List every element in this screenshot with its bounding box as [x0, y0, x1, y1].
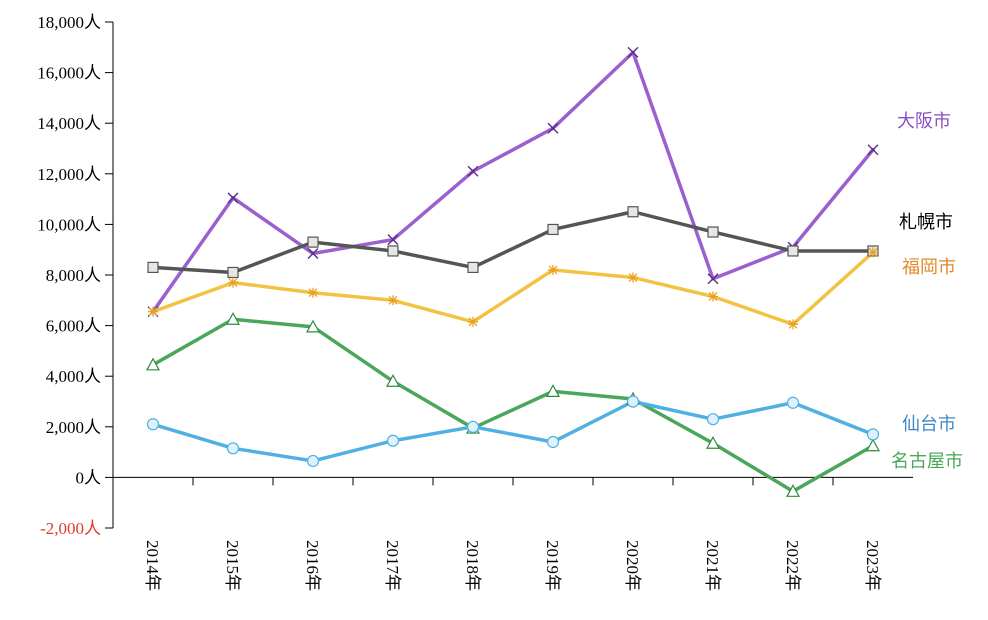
- y-tick-label: -2,000人: [40, 519, 101, 538]
- data-point: [707, 273, 719, 285]
- data-point: [866, 428, 880, 441]
- data-point: [386, 434, 400, 447]
- data-point: [868, 247, 878, 258]
- series-markers: [145, 46, 881, 497]
- data-point: [227, 192, 239, 204]
- series-line-2: [151, 250, 875, 327]
- data-point: [547, 122, 559, 134]
- x-tick-label: 2023年: [863, 540, 882, 591]
- data-point: [627, 46, 639, 58]
- y-tick-label: 14,000人: [37, 114, 101, 133]
- data-point: [787, 245, 799, 257]
- y-tick-label: 2,000人: [46, 418, 101, 437]
- x-tick-label: 2015年: [223, 540, 242, 591]
- data-point: [786, 396, 800, 409]
- y-tick-label: 0人: [76, 468, 102, 487]
- data-point: [385, 374, 401, 387]
- data-point: [548, 264, 558, 275]
- data-point: [387, 245, 399, 257]
- data-point: [308, 287, 318, 298]
- x-axis-ticks: 2014年 2015年 2016年 2017年 2018年 2019年 2020年 2021年…: [112, 477, 882, 591]
- data-point: [467, 165, 479, 177]
- x-tick-label: 2021年: [703, 540, 722, 591]
- data-point: [146, 418, 160, 431]
- data-point: [545, 384, 561, 397]
- x-tick-label: 2017年: [383, 540, 402, 591]
- y-tick-label: 8,000人: [46, 266, 101, 285]
- series-line-1: [151, 210, 875, 275]
- data-point: [387, 234, 399, 246]
- y-tick-label: 16,000人: [37, 64, 101, 83]
- series-line-3: [151, 317, 875, 494]
- data-point: [307, 248, 319, 259]
- data-point: [307, 236, 319, 248]
- y-tick-label: 4,000人: [46, 367, 101, 386]
- data-point: [466, 420, 480, 433]
- data-point: [228, 277, 238, 288]
- data-point: [388, 295, 398, 306]
- series-label: 大阪市: [897, 111, 951, 132]
- data-point: [865, 438, 881, 452]
- data-point: [468, 316, 478, 327]
- data-point: [148, 306, 158, 317]
- data-point: [706, 413, 720, 426]
- data-point: [306, 454, 320, 468]
- x-tick-label: 2022年: [783, 540, 802, 591]
- series-lines: [151, 50, 875, 494]
- x-tick-label: 2014年: [143, 540, 162, 591]
- data-point: [227, 266, 239, 279]
- series-label: 札幌市: [899, 212, 953, 233]
- data-point: [707, 226, 719, 238]
- data-point: [225, 312, 241, 325]
- y-tick-label: 18,000人: [37, 13, 101, 32]
- data-point: [305, 319, 321, 333]
- y-tick-label: 10,000人: [37, 215, 101, 234]
- series-line-4: [151, 399, 875, 463]
- data-point: [226, 442, 240, 455]
- series-label: 仙台市: [902, 414, 956, 435]
- y-axis-ticks: -2,000人 0人 2,000人 4,000人 6,000人 8,000人 10,000人…: [37, 13, 113, 538]
- data-point: [627, 206, 639, 218]
- y-tick-label: 12,000人: [37, 165, 101, 184]
- data-point: [867, 144, 879, 156]
- x-tick-label: 2020年: [623, 540, 642, 591]
- series-label: 福岡市: [902, 257, 956, 278]
- x-tick-label: 2016年: [303, 540, 322, 591]
- data-point: [788, 319, 798, 330]
- data-point: [467, 261, 479, 274]
- x-tick-label: 2018年: [463, 540, 482, 591]
- data-point: [547, 223, 559, 236]
- data-point: [145, 357, 161, 371]
- series-line-0: [151, 50, 875, 314]
- data-point: [705, 435, 721, 449]
- data-point: [785, 484, 801, 497]
- x-tick-label: 2019年: [543, 540, 562, 591]
- y-tick-label: 6,000人: [46, 317, 101, 336]
- data-point: [147, 261, 159, 274]
- data-point: [628, 272, 638, 283]
- data-point: [708, 291, 718, 302]
- data-point: [546, 435, 560, 449]
- series-label: 名古屋市: [891, 451, 963, 472]
- data-point: [626, 395, 640, 408]
